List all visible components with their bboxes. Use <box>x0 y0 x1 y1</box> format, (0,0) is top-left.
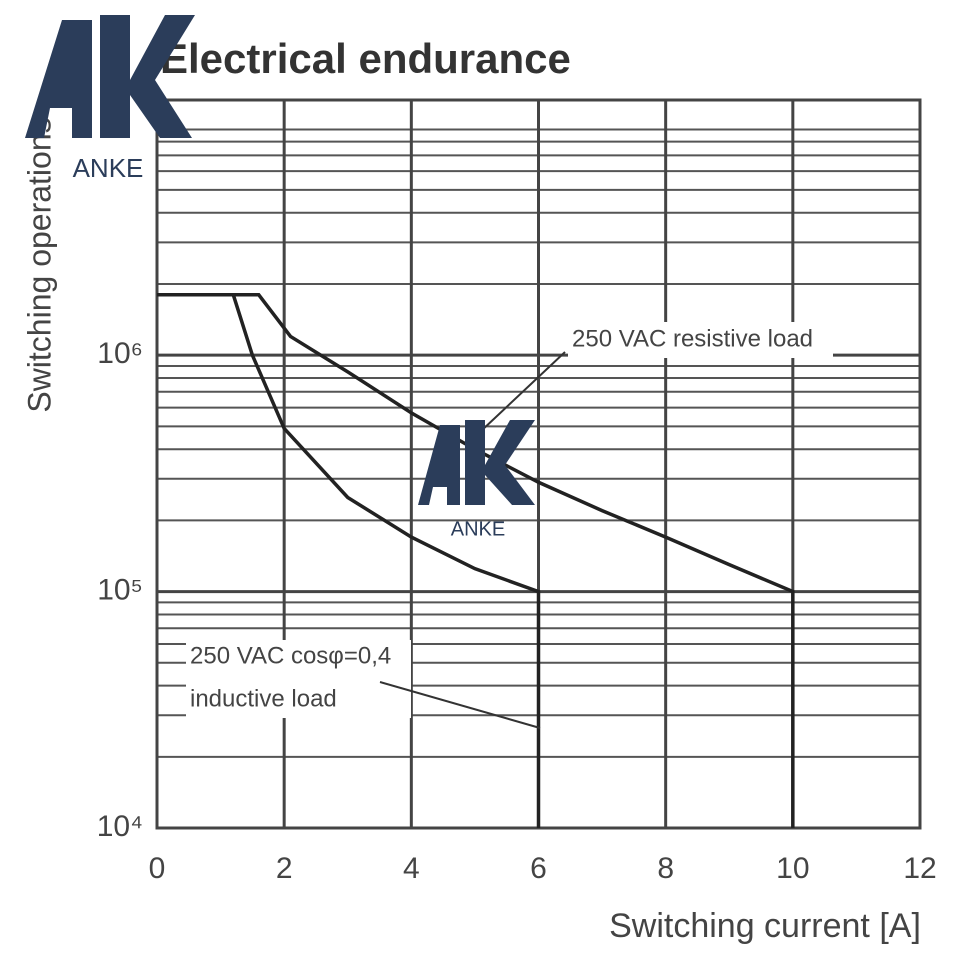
x-tick-label: 2 <box>276 852 293 885</box>
series-line <box>157 293 541 828</box>
y-tick-label: 10⁵ <box>97 573 143 606</box>
annotation: inductive load <box>190 685 337 712</box>
x-tick-label: 0 <box>149 852 166 885</box>
annotation: 250 VAC resistive load <box>572 325 813 352</box>
annotation-leader <box>479 351 566 433</box>
x-tick-label: 4 <box>403 852 420 885</box>
annotation: 250 VAC cosφ=0,4 <box>190 642 391 669</box>
y-axis-label: Switching operations <box>21 117 57 412</box>
x-tick-label: 10 <box>776 852 809 885</box>
x-tick-label: 6 <box>530 852 547 885</box>
x-tick-label: 12 <box>903 852 936 885</box>
watermark-text: ANKE <box>451 518 505 540</box>
annotation-leader <box>379 681 541 729</box>
x-tick-label: 8 <box>657 852 674 885</box>
chart-title: Electrical endurance <box>160 35 571 82</box>
series-line <box>157 293 795 828</box>
watermark-text: ANKE <box>73 153 144 183</box>
watermark-logo <box>25 15 195 138</box>
x-axis-label: Switching current [A] <box>609 907 921 945</box>
annotation-bg <box>568 322 833 358</box>
annotation-bg <box>186 640 411 718</box>
y-tick-label: 10⁶ <box>97 337 143 370</box>
y-tick-label: 10⁴ <box>97 810 143 843</box>
watermark-logo <box>418 420 535 505</box>
